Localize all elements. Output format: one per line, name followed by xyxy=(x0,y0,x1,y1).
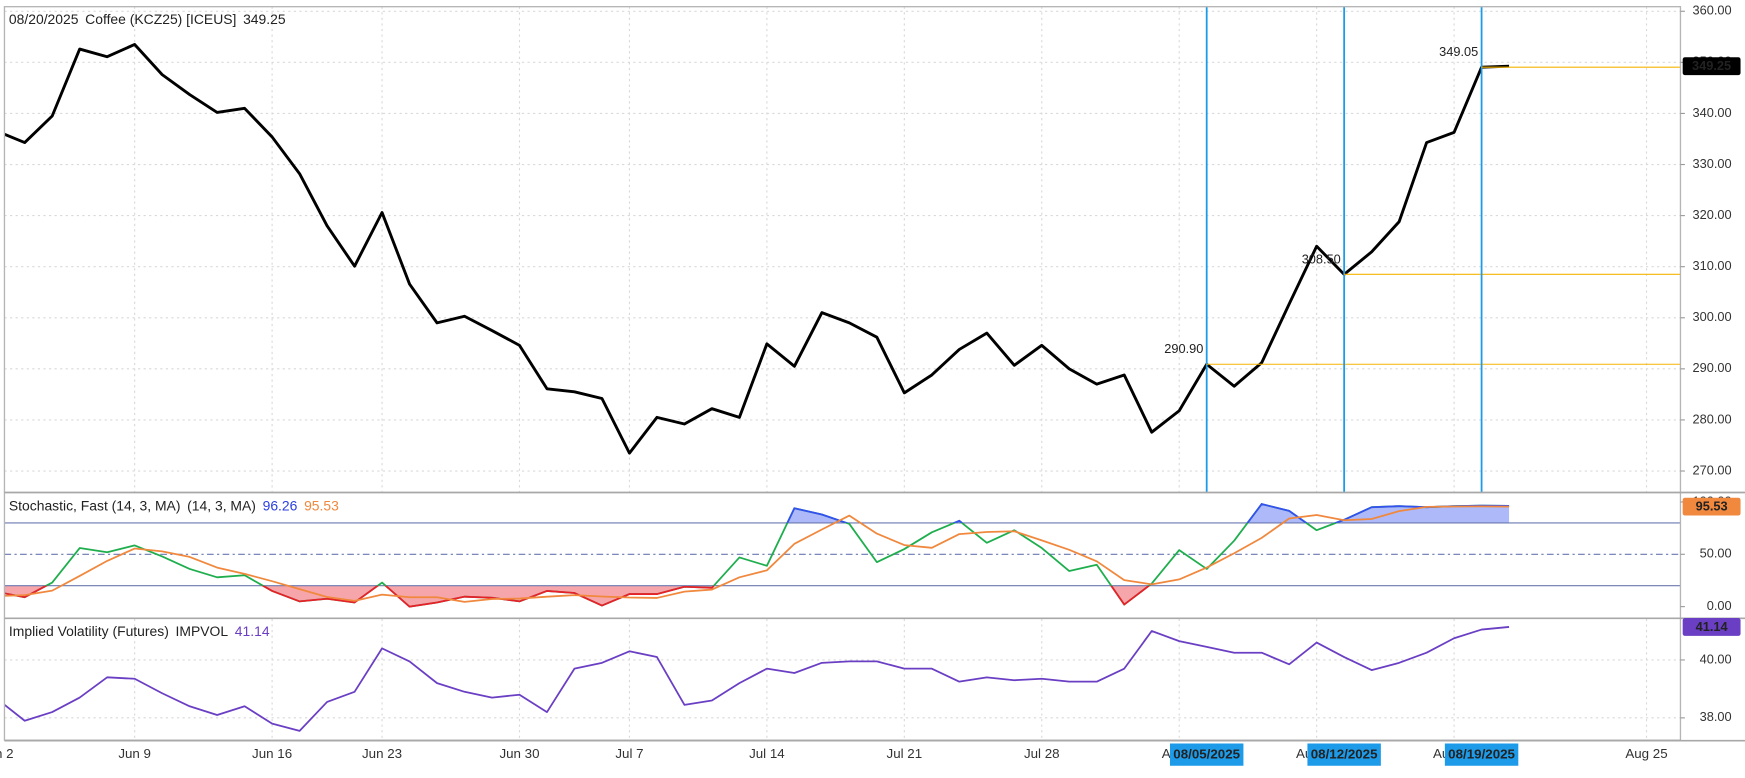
price-panel: 290.90 308.50 349.05 xyxy=(4,6,1681,492)
x-tick-label: Jul 28 xyxy=(1024,746,1060,761)
panel-header: 08/20/2025 Coffee (KCZ25) [ICEUS] 349.25 xyxy=(9,11,286,27)
y-tick-label: 270.00 xyxy=(1693,462,1732,477)
x-tick-label: Jun 30 xyxy=(499,746,539,761)
y-tick-label: 310.00 xyxy=(1693,258,1732,273)
date-box xyxy=(1169,743,1244,766)
header-part: 96.26 xyxy=(263,497,298,513)
header-part: Coffee (KCZ25) [ICEUS] xyxy=(85,11,236,27)
series-line xyxy=(4,43,1510,455)
x-tick-label: Jun 16 xyxy=(252,746,292,761)
header-part: 95.53 xyxy=(304,497,339,513)
last-value-box xyxy=(1682,57,1741,76)
overbought-zone xyxy=(4,504,1510,523)
panel-header: Stochastic, Fast (14, 3, MA) (14, 3, MA) 9… xyxy=(9,497,339,513)
y-tick-label: 0.00 xyxy=(1707,598,1732,613)
y-tick-label: 340.00 xyxy=(1693,105,1732,120)
header-part: 349.25 xyxy=(243,11,286,27)
header-part: 08/20/2025 xyxy=(9,11,79,27)
y-tick-label: 280.00 xyxy=(1693,411,1732,426)
header-part: 41.14 xyxy=(235,623,270,639)
y-tick-label: 320.00 xyxy=(1693,207,1732,222)
header-part: Stochastic, Fast (14, 3, MA) xyxy=(9,497,181,513)
oversold-fill xyxy=(4,585,1510,607)
x-tick-label: Jun 2 xyxy=(0,746,14,761)
last-value-label: 349.25 xyxy=(1692,58,1731,73)
date-box xyxy=(1307,743,1381,766)
x-tick-label: Jul 21 xyxy=(887,746,923,761)
series-line xyxy=(4,505,1510,603)
date-label: 08/19/2025 xyxy=(1448,747,1515,762)
y-tick-label: 360.00 xyxy=(1693,3,1732,18)
x-tick-label: Jul 14 xyxy=(749,746,785,761)
oversold-zone xyxy=(4,585,1510,607)
header-part: Implied Volatility (Futures) xyxy=(9,623,169,639)
series-line xyxy=(4,626,1510,732)
last-value-box xyxy=(1682,618,1741,636)
overbought-line xyxy=(786,503,1510,523)
x-tick-label: Aug 25 xyxy=(1625,746,1667,761)
last-value-box xyxy=(1682,497,1741,516)
stochastic-panel xyxy=(4,503,1681,608)
overbought-fill xyxy=(4,504,1510,523)
y-tick-label: 300.00 xyxy=(1693,309,1732,324)
value-label: 290.90 xyxy=(1164,341,1203,356)
date-label: 08/12/2025 xyxy=(1311,747,1378,762)
y-tick-label: 330.00 xyxy=(1693,156,1732,171)
header-part: (14, 3, MA) xyxy=(187,497,256,513)
value-label: 308.50 xyxy=(1302,251,1341,266)
date-box xyxy=(1444,743,1519,766)
date-label: 08/05/2025 xyxy=(1173,747,1240,762)
value-label: 349.05 xyxy=(1439,44,1478,59)
x-tick-label: Jun 9 xyxy=(118,746,151,761)
x-tick-label: Jul 7 xyxy=(615,746,643,761)
y-tick-label: 50.00 xyxy=(1700,546,1732,561)
header-part: IMPVOL xyxy=(176,623,229,639)
last-value-label: 41.14 xyxy=(1696,619,1729,634)
panel-header: Implied Volatility (Futures) IMPVOL 41.14 xyxy=(9,623,270,639)
volatility-panel xyxy=(4,618,1681,741)
y-tick-label: 40.00 xyxy=(1700,651,1732,666)
x-tick-label: Jun 23 xyxy=(362,746,402,761)
last-value-label: 95.53 xyxy=(1696,499,1728,514)
y-tick-label: 290.00 xyxy=(1693,360,1732,375)
y-tick-label: 38.00 xyxy=(1700,709,1732,724)
